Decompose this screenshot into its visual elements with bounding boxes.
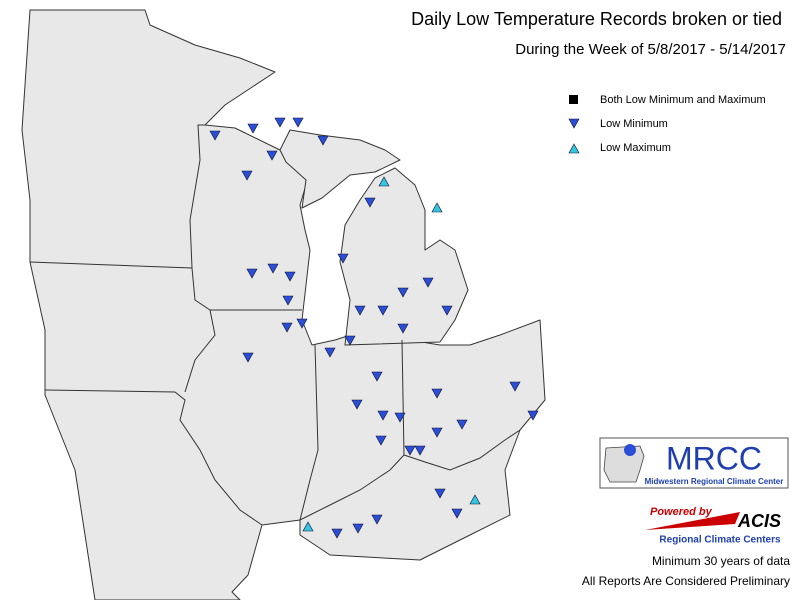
legend-label: Low Maximum (600, 142, 671, 154)
low-minimum-marker (292, 117, 304, 128)
low-minimum-marker (267, 263, 279, 274)
logo-swoosh (645, 512, 740, 530)
low-minimum-marker (371, 514, 383, 525)
logo-dot (624, 444, 636, 456)
michigan-upper (279, 129, 401, 209)
legend-symbol (569, 95, 578, 104)
legend-symbol (568, 118, 580, 129)
low-minimum-marker (337, 253, 349, 264)
low-minimum-marker (247, 123, 259, 134)
state-border (299, 344, 319, 521)
legend-label: Both Low Minimum and Maximum (600, 94, 766, 106)
state-border (189, 124, 205, 269)
low-minimum-marker (509, 381, 521, 392)
logo-text: Powered by (650, 506, 713, 518)
low-minimum-marker (394, 412, 406, 423)
low-minimum-marker (246, 268, 258, 279)
low-minimum-marker (331, 528, 343, 539)
low-minimum-marker (377, 410, 389, 421)
title: Daily Low Temperature Records broken or … (411, 9, 782, 29)
low-maximum-marker (431, 202, 443, 213)
low-minimum-marker (317, 135, 329, 146)
legend: Both Low Minimum and Maximum Low Minimum… (568, 94, 766, 154)
low-minimum-marker (434, 488, 446, 499)
low-minimum-marker (456, 419, 468, 430)
low-minimum-marker (324, 347, 336, 358)
acis-logo: Powered by ACIS Regional Climate Centers (645, 506, 781, 546)
mrcc-logo: MRCC Midwestern Regional Climate Center (599, 437, 789, 489)
low-minimum-marker (397, 323, 409, 334)
state-border (29, 261, 302, 311)
low-minimum-marker (352, 523, 364, 534)
low-minimum-marker (344, 335, 356, 346)
logo-subtext: Regional Climate Centers (659, 535, 781, 546)
low-minimum-marker (242, 352, 254, 363)
low-minimum-marker (282, 295, 294, 306)
low-minimum-marker (377, 305, 389, 316)
low-minimum-marker (414, 445, 426, 456)
low-minimum-marker (397, 287, 409, 298)
footnote: Minimum 30 years of data (652, 554, 790, 568)
low-minimum-marker (284, 271, 296, 282)
midwest-land (21, 9, 546, 600)
logo-text: MRCC (666, 440, 762, 476)
low-minimum-marker (241, 170, 253, 181)
low-minimum-marker (274, 117, 286, 128)
low-minimum-marker (441, 305, 453, 316)
low-minimum-marker (354, 305, 366, 316)
low-minimum-marker (209, 130, 221, 141)
low-maximum-marker (378, 176, 390, 187)
low-minimum-marker (404, 445, 416, 456)
low-minimum-marker (527, 410, 539, 421)
low-minimum-marker (375, 435, 387, 446)
low-maximum-marker (302, 521, 314, 532)
low-minimum-marker (364, 197, 376, 208)
state-border (401, 339, 405, 456)
low-minimum-marker (296, 318, 308, 329)
state-border (184, 309, 216, 393)
land (21, 9, 546, 600)
low-maximum-marker (469, 494, 481, 505)
legend-label: Low Minimum (600, 118, 668, 130)
state-border (44, 389, 263, 526)
low-minimum-marker (431, 388, 443, 399)
legend-symbol (568, 143, 580, 154)
logo-text: ACIS (737, 511, 781, 531)
logo-map (603, 445, 645, 483)
state-border (299, 429, 521, 521)
subtitle: During the Week of 5/8/2017 - 5/14/2017 (515, 41, 786, 58)
low-minimum-marker (351, 399, 363, 410)
logo-subtext: Midwestern Regional Climate Center (645, 477, 784, 486)
low-minimum-marker (281, 322, 293, 333)
low-minimum-marker (371, 371, 383, 382)
low-minimum-marker (451, 508, 463, 519)
markers (209, 117, 539, 539)
low-minimum-marker (431, 427, 443, 438)
michigan-lower (339, 167, 469, 346)
low-minimum-marker (422, 277, 434, 288)
footnote: All Reports Are Considered Preliminary (582, 574, 790, 588)
low-minimum-marker (266, 150, 278, 161)
